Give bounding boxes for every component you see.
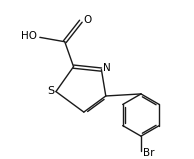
Text: O: O — [84, 15, 92, 25]
Text: N: N — [103, 63, 111, 73]
Text: Br: Br — [143, 148, 154, 158]
Text: HO: HO — [22, 31, 37, 41]
Text: S: S — [48, 86, 55, 96]
